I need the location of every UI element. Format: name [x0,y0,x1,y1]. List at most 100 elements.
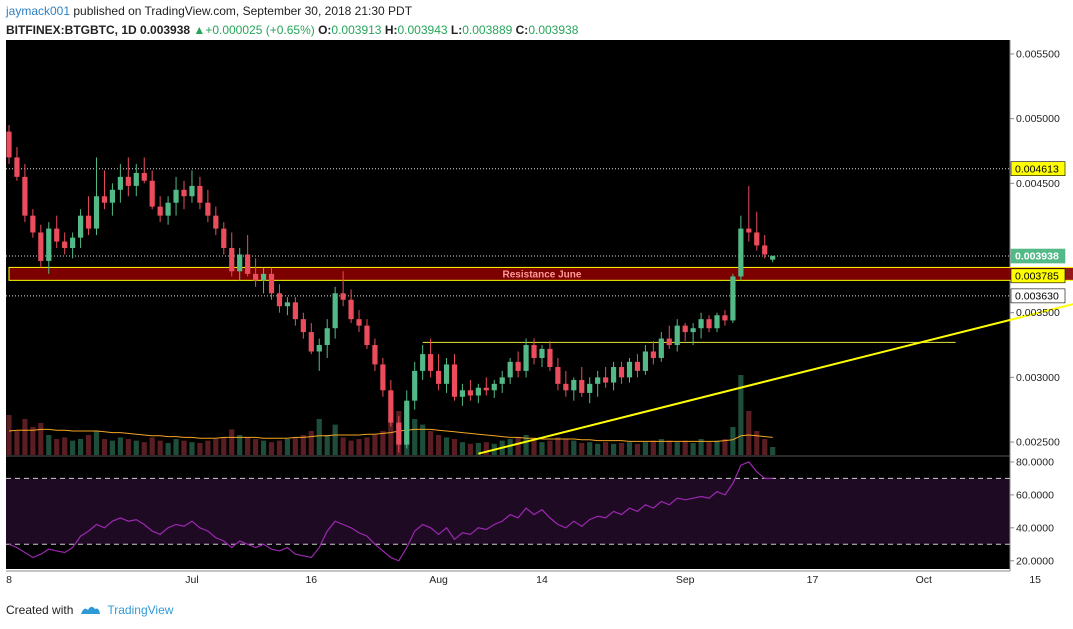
candle-body [276,293,283,307]
price-axis-label: 0.003500 [1016,307,1060,319]
volume-bar [459,442,466,455]
rsi-axis-label: 60.0000 [1016,489,1054,501]
tradingview-link[interactable]: TradingView [79,603,173,617]
volume-bar [714,440,720,455]
volume-bar [356,439,362,455]
volume-bar [284,439,291,455]
volume-bar [101,439,108,455]
candle-body [634,361,641,371]
candle-body [22,176,28,216]
volume-bar [260,440,267,455]
volume-ma-line [8,428,773,442]
volume-bar [62,437,68,455]
volume-bar [237,435,243,455]
candle-body [555,367,561,384]
time-axis-label: Oct [916,574,932,586]
support-trendline [478,303,1073,455]
candle-body [404,400,410,445]
volume-bar [46,435,52,455]
candle-body [626,361,633,378]
rsi-line [8,461,773,562]
candle-body [706,319,712,329]
candle-body [618,367,625,378]
price-chart[interactable]: Resistance June 0.005500 0.005000 0.004500 0… [0,40,1073,597]
volume-bar [173,439,179,455]
rsi-axis-label: 20.0000 [1016,555,1054,567]
candle-body [157,206,163,216]
candle-body [507,361,513,378]
candle-body [6,131,12,158]
candle-body [70,237,76,248]
price-axis-label: 0.002500 [1016,437,1060,449]
candle-body [754,232,760,246]
volume-bar [38,423,44,455]
candle-body [46,228,52,261]
price-change: +0.000025 (+0.65%) [205,23,315,37]
resistance-zone [8,266,1073,281]
volume-bar [555,437,561,455]
author-link[interactable]: jaymack001 [6,4,71,18]
candle-body [380,364,386,391]
created-with-text: Created with [6,603,74,617]
volume-bar [348,440,354,455]
candle-body [515,361,521,371]
volume-bar [308,431,314,455]
volume-bar [372,435,378,455]
candle-body [364,325,370,346]
candle-body [292,302,298,320]
candle-body [93,196,100,229]
tradingview-brand: TradingView [107,603,174,617]
volume-bar [197,443,203,455]
low-value: 0.003889 [462,23,513,37]
candle-body [165,202,171,216]
candle-body [268,273,275,294]
footer: Created with TradingView [6,603,173,617]
candle-body [189,185,195,197]
time-axis-label: Jul [185,574,198,586]
candle-body [38,232,44,261]
volume-bar [165,443,171,455]
price-axis-label: 0.004500 [1016,178,1060,190]
resistance-zone-label: Resistance June [503,269,582,280]
candle-body [101,196,108,203]
candle-body [300,319,306,333]
volume-bar [30,427,36,455]
candle-body [181,189,187,197]
candle-body [547,348,553,368]
volume-bar [428,431,434,455]
volume-bar [109,440,116,455]
volume-bar [666,440,672,455]
candle-body [412,370,418,401]
volume-bar [380,431,386,455]
volume-bar [626,442,633,455]
volume-bar [451,439,458,455]
candle-body [62,241,68,248]
rsi-band [6,478,1010,545]
volume-bar [467,443,473,455]
volume-bar [507,439,513,455]
candle-body [435,370,442,384]
volume-bar [754,431,760,455]
price-label-box [1010,288,1066,304]
price-axis-background [1010,40,1073,597]
volume-bar [547,440,553,455]
candle-body [237,254,243,272]
candle-body [388,390,394,423]
volume-bar [722,439,728,455]
candle-body [229,248,235,272]
candle-body [141,172,147,181]
candle-body [372,345,378,365]
volume-bar [54,439,60,455]
volume-bar [189,442,195,455]
volume-bar [157,440,163,455]
symbol-info: BITFINEX:BTGBTC, 1D 0.003938 ▲+0.000025 … [6,23,578,37]
price-axis-label: 0.003000 [1016,372,1060,384]
candle-body [221,228,227,248]
volume-bar [706,442,712,455]
volume-bar [77,439,84,455]
publish-info: jaymack001 published on TradingView.com,… [6,4,412,18]
candle-body [443,364,450,384]
candle-body [428,354,434,371]
candle-body [149,180,155,207]
volume-bar [292,437,298,455]
